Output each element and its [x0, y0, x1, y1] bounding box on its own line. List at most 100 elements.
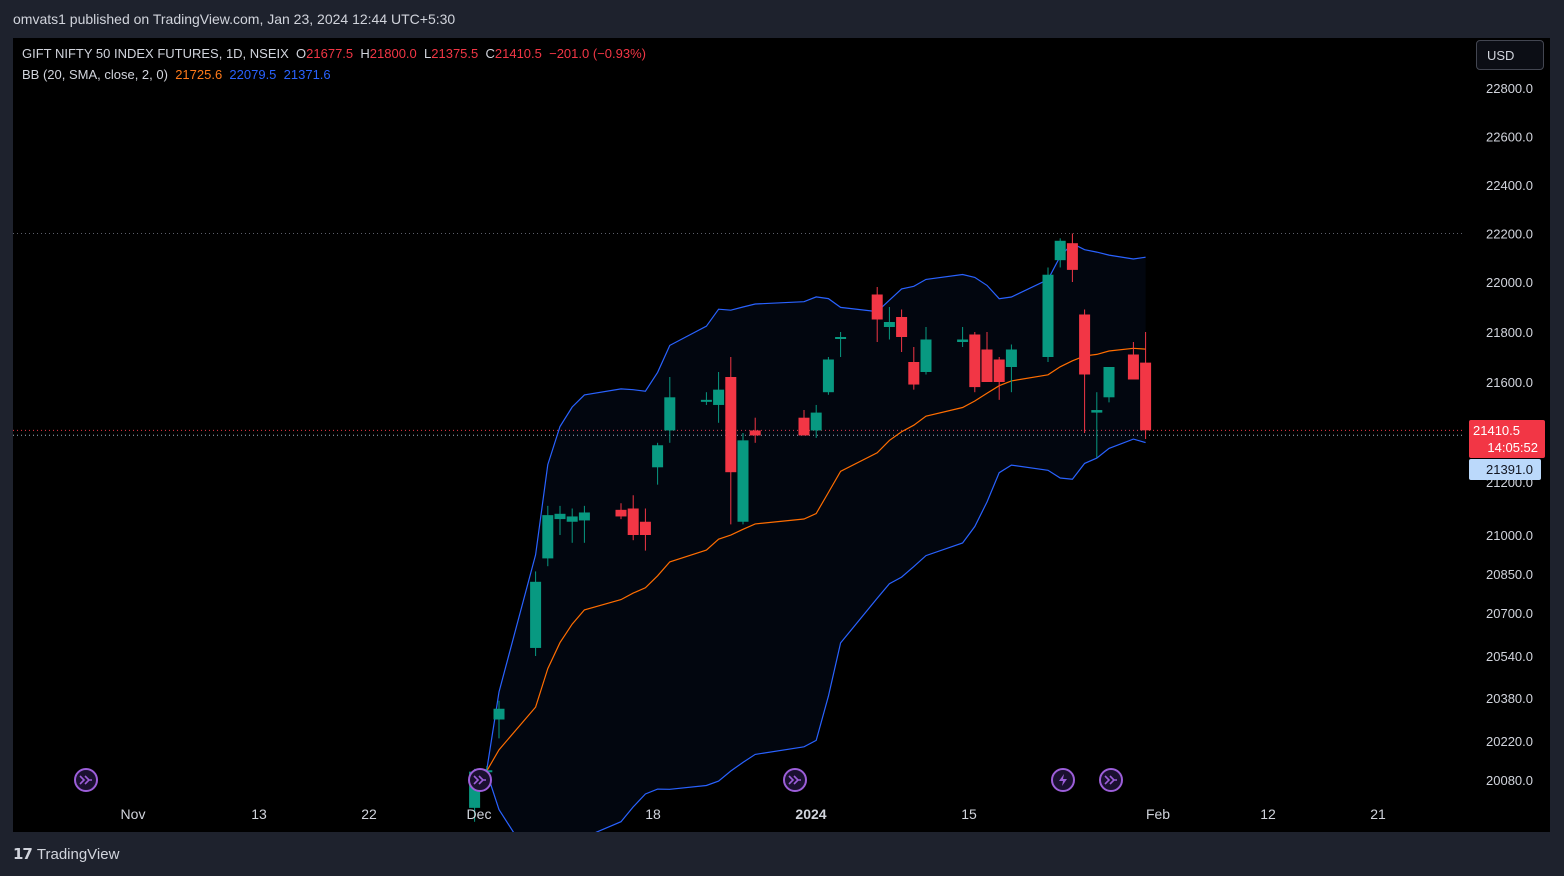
split-icon[interactable]: [1099, 768, 1123, 792]
split-icon[interactable]: [74, 768, 98, 792]
flash-glyph: [1059, 774, 1067, 786]
last-price-badge-value: 21410.5: [1473, 423, 1520, 438]
split-glyph: [79, 775, 92, 785]
x-axis-tick-label: 18: [645, 806, 661, 822]
split-glyph: [1104, 775, 1117, 785]
last-price-badge: [1469, 420, 1545, 458]
candle-body[interactable]: [700, 399, 712, 402]
bollinger-upper-value: 22079.5: [229, 67, 277, 82]
y-axis-tick-label: 20080.0: [1486, 773, 1533, 788]
candle-body[interactable]: [993, 359, 1005, 383]
y-axis-tick-label: 20700.0: [1486, 606, 1533, 621]
split-glyph: [788, 775, 801, 785]
x-axis-tick-label: 15: [961, 806, 977, 822]
currency-button[interactable]: USD: [1476, 40, 1544, 70]
y-axis-tick-label: 22800.0: [1486, 81, 1533, 96]
candle-body[interactable]: [493, 708, 505, 720]
candle-body[interactable]: [566, 516, 578, 522]
candle-body[interactable]: [652, 445, 664, 468]
tradingview-logo-icon: 𝟭𝟳: [13, 846, 33, 863]
chart-panel[interactable]: 22800.0 22600.0 22400.0 22200.0 22000.0 21800…: [13, 38, 1550, 832]
candle-body[interactable]: [920, 339, 932, 373]
candle-body[interactable]: [1054, 240, 1066, 261]
y-axis-tick-label: 20540.0: [1486, 649, 1533, 664]
candle-body[interactable]: [530, 581, 542, 648]
candle-body[interactable]: [810, 412, 822, 431]
published-caption: omvats1 published on TradingView.com, Ja…: [13, 11, 456, 27]
y-axis-tick-label: 22000.0: [1486, 275, 1533, 290]
high-value: 21800.0: [369, 46, 417, 61]
candle-body[interactable]: [883, 322, 895, 327]
split-icon[interactable]: [468, 768, 492, 792]
candle-body[interactable]: [664, 397, 676, 431]
low-value: 21375.5: [431, 46, 479, 61]
candle-body[interactable]: [639, 521, 651, 535]
tradingview-footer: 𝟭𝟳 TradingView: [13, 845, 119, 865]
symbol-legend: GIFT NIFTY 50 INDEX FUTURES, 1D, NSEIX O…: [22, 46, 646, 61]
candle-body[interactable]: [1066, 243, 1078, 270]
x-axis-tick-label: Feb: [1146, 806, 1170, 822]
open-label: O: [296, 46, 307, 61]
candle-body[interactable]: [1091, 410, 1103, 413]
candle-body[interactable]: [713, 389, 725, 405]
candle-body[interactable]: [725, 377, 737, 473]
bollinger-basis-line[interactable]: [474, 347, 1146, 773]
candle-body[interactable]: [969, 334, 981, 388]
x-axis-tick-label: 2024: [795, 806, 826, 822]
y-axis-tick-label: 20850.0: [1486, 567, 1533, 582]
bollinger-upper-line[interactable]: [474, 242, 1146, 773]
y-axis-tick-label: 20380.0: [1486, 691, 1533, 706]
candle-body[interactable]: [749, 430, 761, 436]
y-axis-tick-label: 22600.0: [1486, 130, 1533, 145]
y-axis-tick-label: 20220.0: [1486, 734, 1533, 749]
lower-band-badge: [1469, 459, 1541, 480]
bollinger-band-fill: [474, 243, 1146, 832]
bollinger-basis-value: 21725.6: [175, 67, 223, 82]
candle-body[interactable]: [554, 513, 566, 520]
candle-body[interactable]: [1140, 362, 1152, 431]
split-glyph: [473, 775, 486, 785]
candle-body[interactable]: [1103, 367, 1115, 398]
candle-body[interactable]: [737, 440, 749, 522]
symbol-name: GIFT NIFTY 50 INDEX FUTURES, 1D, NSEIX: [22, 46, 289, 61]
bollinger-label[interactable]: BB (20, SMA, close, 2, 0): [22, 67, 168, 82]
candle-body[interactable]: [578, 512, 590, 521]
candle-body[interactable]: [542, 515, 554, 559]
candle-body[interactable]: [908, 362, 920, 385]
bollinger-lower-line[interactable]: [474, 438, 1146, 832]
candle-body[interactable]: [615, 509, 627, 517]
high-label: H: [360, 46, 370, 61]
y-axis-tick-label: 21000.0: [1486, 528, 1533, 543]
candle-body[interactable]: [798, 417, 810, 436]
close-value: 21410.5: [494, 46, 542, 61]
y-axis-tick-label: 22200.0: [1486, 227, 1533, 242]
candle-body[interactable]: [1127, 354, 1139, 380]
bollinger-lower-value: 21371.6: [283, 67, 331, 82]
x-axis-tick-label: Nov: [121, 806, 146, 822]
candle-body[interactable]: [957, 339, 969, 343]
y-axis-tick-label: 21600.0: [1486, 375, 1533, 390]
candle-body[interactable]: [627, 508, 639, 536]
candle-body[interactable]: [1079, 314, 1091, 375]
y-axis-tick-label: 21800.0: [1486, 325, 1533, 340]
x-axis-tick-label: 12: [1260, 806, 1276, 822]
bar-close-countdown: 14:05:52: [1487, 440, 1538, 455]
low-label: L: [424, 46, 432, 61]
lower-band-badge-value: 21391.0: [1486, 462, 1533, 477]
candle-body[interactable]: [1042, 274, 1054, 357]
candle-body[interactable]: [981, 349, 993, 383]
y-axis-tick-label: 22400.0: [1486, 178, 1533, 193]
bollinger-legend: BB (20, SMA, close, 2, 0) 21725.6 22079.…: [22, 67, 331, 82]
candle-body[interactable]: [822, 359, 834, 393]
tradingview-brand: TradingView: [36, 846, 120, 863]
x-axis-tick-label: 13: [251, 806, 267, 822]
candle-body[interactable]: [1005, 349, 1017, 368]
candle-body[interactable]: [835, 337, 847, 339]
change-value: −201.0 (−0.93%): [549, 46, 646, 61]
candle-body[interactable]: [871, 294, 883, 320]
split-icon[interactable]: [783, 768, 807, 792]
close-label: C: [485, 46, 495, 61]
candle-body[interactable]: [896, 317, 908, 337]
price-chart[interactable]: 22800.0 22600.0 22400.0 22200.0 22000.0 21800…: [13, 38, 1550, 832]
x-axis-tick-label: 22: [361, 806, 377, 822]
